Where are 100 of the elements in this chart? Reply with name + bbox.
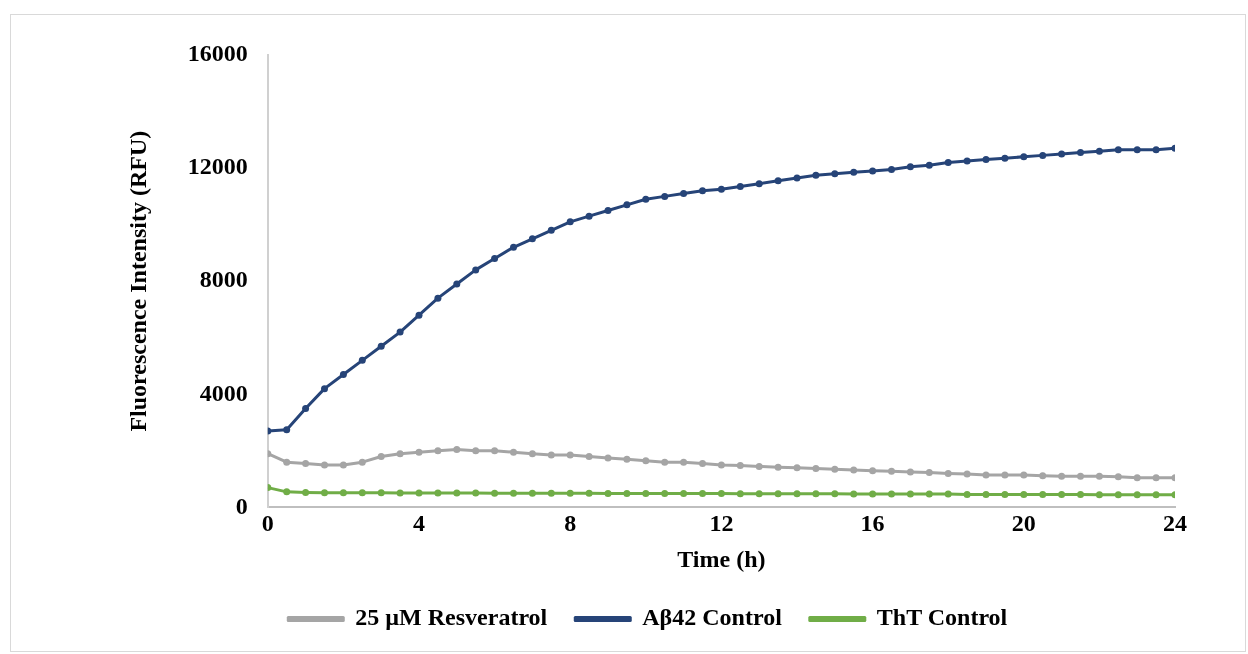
- point: [850, 168, 858, 176]
- point: [982, 471, 990, 479]
- y-tick-label: 12000: [187, 153, 248, 180]
- point: [1133, 491, 1141, 499]
- point: [736, 490, 744, 498]
- point: [604, 490, 612, 498]
- point: [623, 490, 631, 498]
- point: [1152, 491, 1160, 499]
- point: [1001, 154, 1009, 162]
- point: [831, 465, 839, 473]
- x-tick-label: 16: [860, 510, 885, 536]
- point: [1095, 147, 1103, 155]
- y-tick-label: 4000: [199, 379, 248, 406]
- y-tick-label: 16000: [187, 40, 248, 67]
- point: [528, 235, 536, 243]
- point: [302, 488, 310, 496]
- point: [283, 426, 291, 434]
- point: [1152, 146, 1160, 154]
- point: [302, 404, 310, 412]
- point: [472, 266, 480, 274]
- point: [510, 243, 517, 251]
- point: [755, 462, 763, 470]
- point: [434, 447, 442, 455]
- point: [1039, 490, 1047, 498]
- point: [358, 356, 366, 364]
- point: [661, 192, 669, 200]
- point: [1039, 151, 1047, 159]
- point: [1114, 146, 1122, 154]
- point: [1077, 490, 1084, 498]
- point: [888, 166, 895, 174]
- point: [283, 488, 291, 496]
- point: [396, 489, 404, 497]
- point: [831, 490, 839, 498]
- point: [982, 156, 990, 164]
- point: [1133, 474, 1141, 482]
- point: [358, 458, 366, 466]
- point: [699, 187, 706, 195]
- point: [925, 490, 933, 498]
- point: [396, 328, 404, 336]
- point: [283, 458, 291, 466]
- point: [699, 490, 706, 498]
- point: [661, 458, 669, 466]
- point: [566, 218, 574, 226]
- legend-label: ThT Control: [876, 604, 1008, 631]
- point: [566, 451, 574, 459]
- point: [831, 170, 839, 178]
- point: [869, 490, 877, 498]
- point: [755, 490, 763, 498]
- point: [1001, 490, 1009, 498]
- point: [812, 171, 820, 179]
- point: [850, 466, 858, 474]
- point: [1114, 491, 1122, 499]
- point: [415, 448, 423, 456]
- point: [339, 461, 347, 469]
- y-tick-label: 8000: [199, 266, 248, 293]
- x-tick-label: 24: [1163, 510, 1187, 536]
- point: [717, 185, 725, 193]
- point: [925, 469, 933, 477]
- point: [472, 489, 480, 497]
- point: [491, 255, 499, 263]
- point: [1077, 149, 1084, 157]
- point: [888, 467, 895, 475]
- point: [377, 342, 385, 350]
- point: [585, 453, 593, 461]
- point: [642, 195, 650, 203]
- point: [850, 490, 858, 498]
- x-tick-label: 12: [709, 510, 734, 536]
- point: [680, 190, 688, 198]
- legend-label: Aβ42 Control: [642, 604, 783, 631]
- point: [453, 445, 461, 453]
- y-tick-label: 0: [235, 492, 248, 519]
- point: [453, 280, 461, 288]
- point: [604, 207, 612, 215]
- point: [1114, 473, 1122, 481]
- point: [415, 311, 423, 319]
- point: [963, 157, 971, 165]
- x-tick-label: 8: [564, 510, 577, 536]
- point: [547, 451, 555, 459]
- point: [812, 490, 820, 498]
- point: [453, 489, 461, 497]
- point: [623, 201, 631, 209]
- point: [396, 450, 404, 458]
- point: [321, 385, 328, 393]
- point: [1039, 472, 1047, 480]
- point: [680, 458, 688, 466]
- point: [1095, 472, 1103, 480]
- point: [1020, 471, 1028, 479]
- x-tick-label: 4: [413, 510, 425, 536]
- point: [510, 489, 517, 497]
- point: [982, 490, 990, 498]
- point: [472, 447, 480, 455]
- point: [1077, 472, 1084, 480]
- point: [623, 455, 631, 463]
- point: [510, 448, 517, 456]
- point: [547, 226, 555, 234]
- x-tick-label: 0: [261, 510, 274, 536]
- point: [944, 469, 952, 477]
- point: [321, 461, 328, 469]
- point: [1020, 153, 1028, 161]
- point: [415, 489, 423, 497]
